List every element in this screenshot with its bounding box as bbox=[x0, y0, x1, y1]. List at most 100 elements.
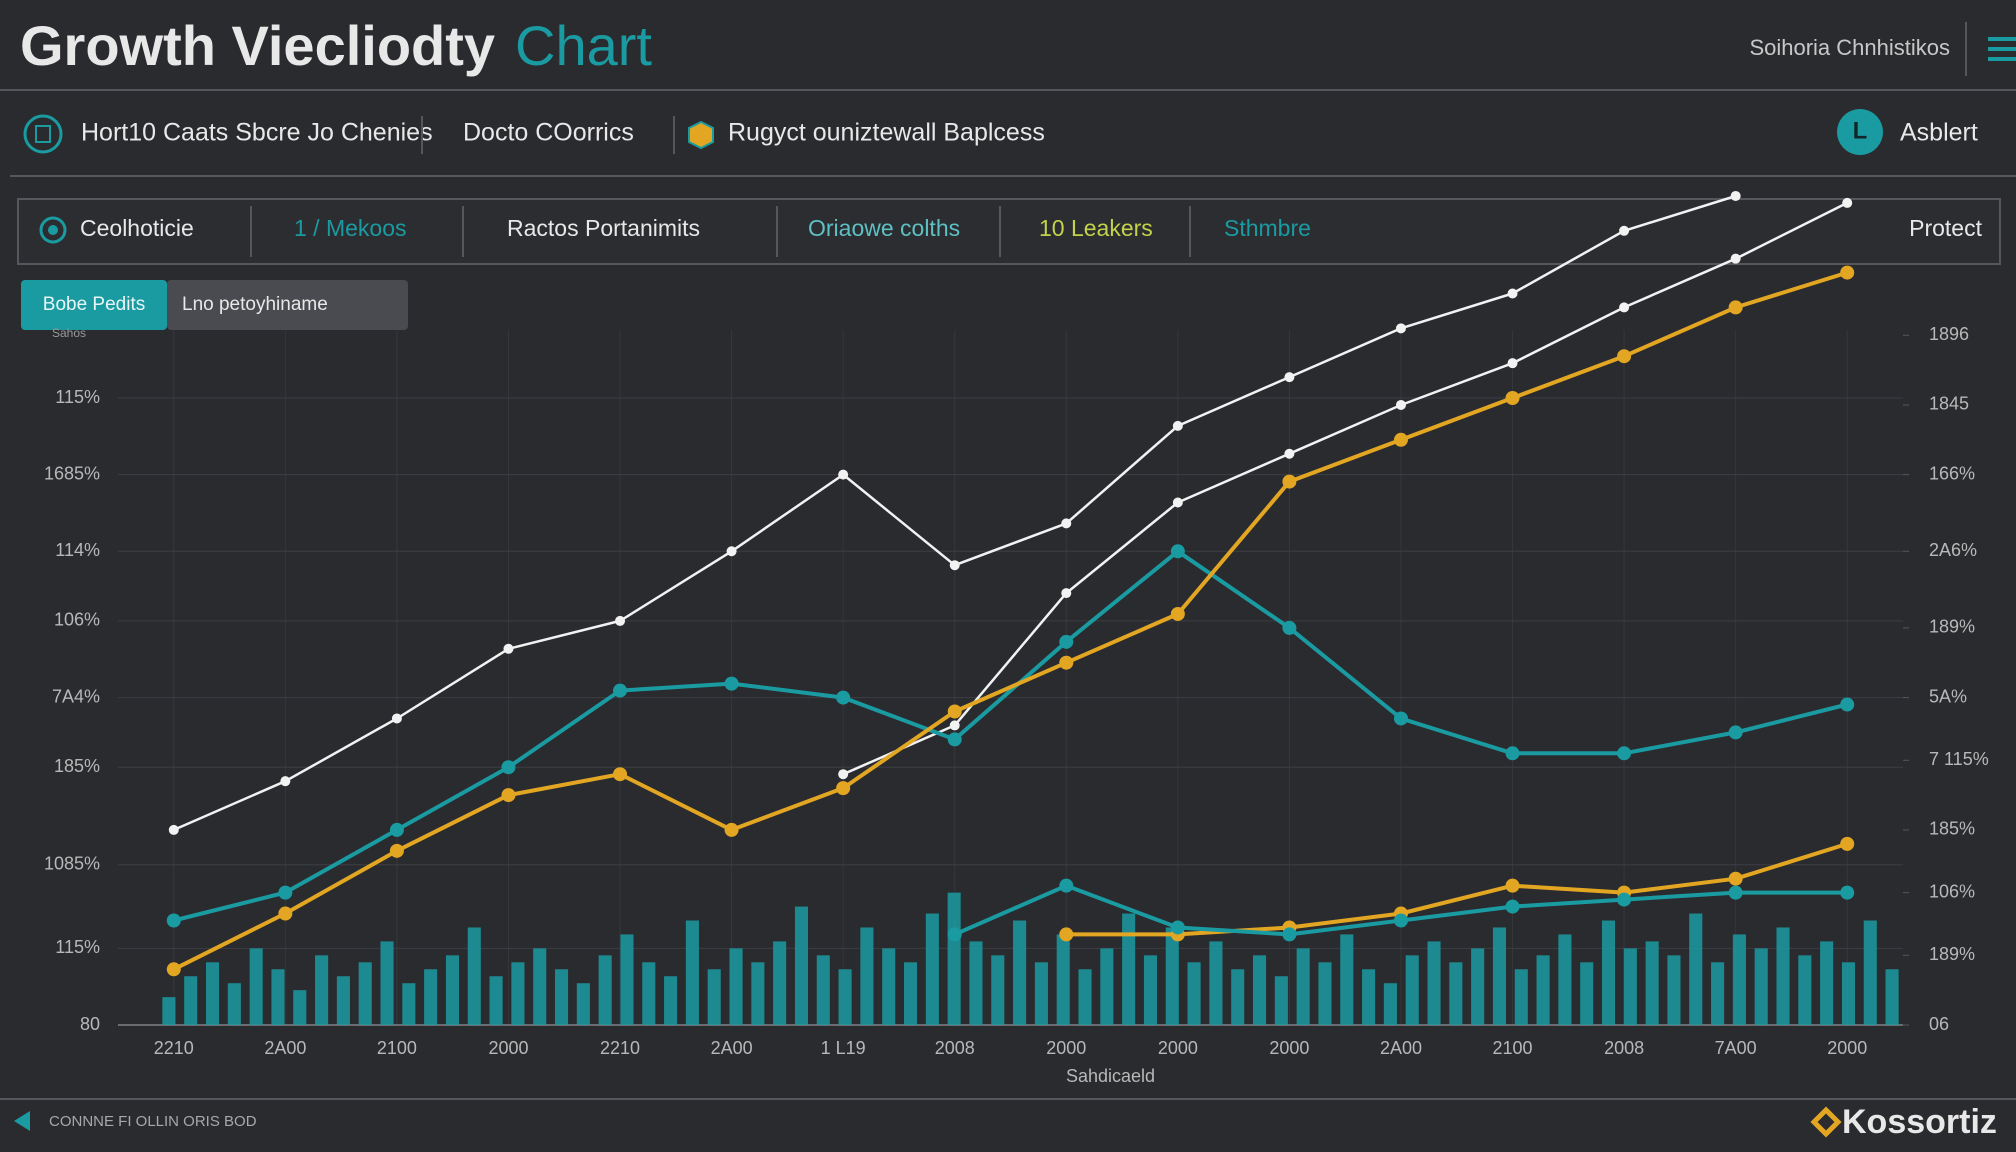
tab-action[interactable]: Protect bbox=[1909, 215, 1982, 241]
data-point bbox=[280, 776, 291, 787]
histogram-bar bbox=[991, 955, 1005, 1025]
tab[interactable]: Ceolhoticie bbox=[80, 215, 194, 241]
tab[interactable]: Oriaowe colths bbox=[808, 215, 960, 241]
nav-item[interactable]: Rugyct ouniztewall Baplcess bbox=[728, 119, 1045, 147]
histogram-bar bbox=[707, 969, 721, 1025]
data-point bbox=[166, 913, 181, 928]
data-point bbox=[1172, 497, 1183, 508]
toggle-off-label: Lno petoyhiname bbox=[182, 294, 328, 315]
histogram-bar bbox=[1754, 948, 1768, 1025]
histogram-bar bbox=[402, 983, 416, 1025]
histogram-bar bbox=[685, 920, 699, 1025]
x-tick-label: 2210 bbox=[154, 1038, 194, 1058]
data-point bbox=[1730, 190, 1741, 201]
data-point bbox=[836, 690, 851, 705]
histogram-bar bbox=[358, 962, 372, 1025]
tab[interactable]: 10 Leakers bbox=[1039, 215, 1153, 241]
y2-tick-label: 189% bbox=[1929, 617, 1975, 637]
x-tick-label: 2000 bbox=[488, 1038, 528, 1058]
data-point bbox=[836, 781, 851, 796]
data-point bbox=[503, 643, 514, 654]
y2-tick-label: 2A6% bbox=[1929, 540, 1977, 560]
x-tick-label: 2000 bbox=[1827, 1038, 1867, 1058]
tab[interactable]: 1 / Mekoos bbox=[294, 215, 407, 241]
y2-tick-label: 06 bbox=[1929, 1014, 1949, 1034]
histogram-bar bbox=[773, 941, 787, 1025]
histogram-bar bbox=[1362, 969, 1376, 1025]
histogram-bar bbox=[1100, 948, 1114, 1025]
nav-item[interactable]: Hort10 Caats Sbcre Jo Chenies bbox=[81, 119, 433, 147]
app-title-accent: Chart bbox=[515, 14, 652, 77]
data-point bbox=[947, 927, 962, 942]
data-point bbox=[1395, 323, 1406, 334]
toggle-off[interactable] bbox=[167, 280, 408, 330]
histogram-bar bbox=[336, 976, 350, 1025]
histogram-bar bbox=[903, 962, 918, 1025]
histogram-bar bbox=[1405, 955, 1419, 1025]
nav-item[interactable]: Docto COorrics bbox=[463, 119, 634, 147]
histogram-bar bbox=[1187, 962, 1201, 1025]
tab[interactable]: Ractos Portanimits bbox=[507, 215, 700, 241]
data-point bbox=[947, 704, 962, 719]
data-point bbox=[613, 767, 628, 782]
x-tick-label: 1 L19 bbox=[821, 1038, 866, 1058]
y-tick-label: 185% bbox=[54, 756, 100, 776]
histogram-bar bbox=[1340, 934, 1354, 1025]
data-point bbox=[1617, 349, 1632, 364]
histogram-bar bbox=[969, 941, 983, 1025]
data-point bbox=[391, 713, 402, 724]
histogram-bar bbox=[1296, 948, 1310, 1025]
x-tick-label: 2A00 bbox=[711, 1038, 753, 1058]
series-line bbox=[172, 270, 1848, 972]
account-name[interactable]: Soihoria Chnhistikos bbox=[1749, 35, 1950, 60]
histogram-bar bbox=[1143, 955, 1158, 1025]
histogram-bar bbox=[1776, 927, 1790, 1025]
histogram-bar bbox=[598, 955, 612, 1025]
data-point bbox=[1619, 225, 1630, 236]
avatar[interactable] bbox=[1837, 109, 1883, 155]
histogram-bar bbox=[1732, 934, 1746, 1025]
histogram-bar bbox=[489, 976, 503, 1025]
x-tick-label: 2A00 bbox=[264, 1038, 306, 1058]
y2-tick-label: 166% bbox=[1929, 463, 1975, 483]
histogram-bar bbox=[1667, 955, 1681, 1025]
histogram-bar bbox=[794, 906, 809, 1025]
histogram-bar bbox=[293, 990, 307, 1025]
tab[interactable]: Sthmbre bbox=[1224, 215, 1311, 241]
data-point bbox=[1061, 588, 1072, 599]
menu-icon[interactable] bbox=[1988, 37, 2016, 61]
tab-icon-dot bbox=[48, 225, 58, 235]
histogram-bar bbox=[1601, 920, 1616, 1025]
histogram-bar bbox=[249, 948, 263, 1025]
y2-tick-label: 106% bbox=[1929, 881, 1975, 901]
toggle-on[interactable] bbox=[21, 280, 167, 330]
data-point bbox=[726, 546, 737, 557]
data-point bbox=[1840, 885, 1855, 900]
series-line bbox=[173, 549, 1848, 923]
x-tick-label: 2A00 bbox=[1380, 1038, 1422, 1058]
x-tick-label: 2008 bbox=[1604, 1038, 1644, 1058]
histogram-bar bbox=[838, 969, 852, 1025]
y-tick-label: 115% bbox=[55, 937, 100, 957]
data-point bbox=[613, 683, 628, 698]
nav-icon-inner bbox=[35, 125, 51, 143]
data-point bbox=[1505, 878, 1520, 893]
y2-tick-label: 189% bbox=[1929, 944, 1975, 964]
histogram-bar bbox=[1209, 941, 1223, 1025]
histogram-bar bbox=[315, 955, 329, 1025]
histogram-bar bbox=[1165, 927, 1179, 1025]
histogram-bar bbox=[1231, 969, 1245, 1025]
data-point bbox=[1059, 927, 1074, 942]
back-icon[interactable] bbox=[14, 1111, 30, 1131]
histogram-bar bbox=[664, 976, 678, 1025]
histogram-bar bbox=[642, 962, 656, 1025]
chart: 80 115% 1085% 185% 7A4% 106% 114% 1685% 115% 06 18… bbox=[44, 190, 1989, 1086]
data-point bbox=[278, 885, 293, 900]
histogram-bar bbox=[1078, 969, 1092, 1025]
user-name[interactable]: Asblert bbox=[1900, 119, 1978, 147]
data-point bbox=[1282, 620, 1297, 635]
histogram-bar bbox=[1449, 962, 1463, 1025]
x-tick-label: 2100 bbox=[377, 1038, 417, 1058]
